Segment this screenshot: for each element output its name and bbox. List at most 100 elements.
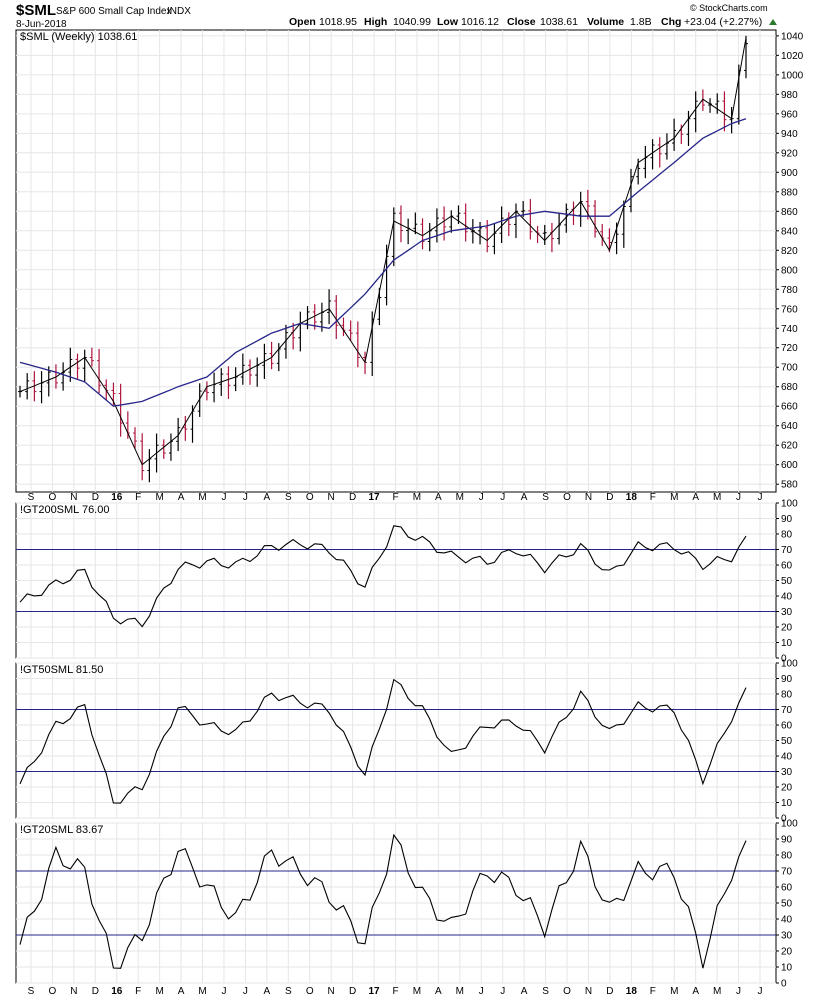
y-tick-label: 1040 [781,31,804,42]
x-tick-label: J [221,986,226,997]
x-tick-label: M [198,492,206,503]
close-label: Close [507,16,536,28]
y-tick-label: 80 [781,530,793,541]
y-tick-label: 700 [781,363,798,374]
y-tick-label: 30 [781,931,793,942]
x-tick-label: D [606,986,613,997]
panel-1: 580 600 620 640 660 680 700 720 740 760 780 800 820 8… [15,29,804,493]
x-tick-label: J [736,492,741,503]
y-tick-label: 60 [781,883,793,894]
high-label: High [364,16,387,28]
x-tick-label: O [563,986,571,997]
y-tick-label: 50 [781,576,793,587]
x-tick-label: A [692,986,699,997]
chart-symbol: $SML [16,2,56,19]
x-tick-label: J [479,986,484,997]
y-tick-label: 10 [781,963,793,974]
y-tick-label: 50 [781,736,793,747]
x-tick-label: N [328,492,335,503]
x-tick-label: M [713,986,721,997]
x-tick-label: N [70,986,77,997]
panel-title: $SML (Weekly) 1038.61 [20,31,137,43]
x-tick-label: J [500,986,505,997]
y-tick-label: 620 [781,441,798,452]
x-tick-label: D [92,986,99,997]
y-tick-label: 50 [781,899,793,910]
x-tick-label: A [521,986,528,997]
x-tick-label: M [713,492,721,503]
x-tick-label: D [349,492,356,503]
y-tick-label: 40 [781,752,793,763]
chart-exchange: INDX [167,6,191,17]
indicator-line [19,678,747,804]
x-tick-label: F [135,986,141,997]
y-tick-label: 920 [781,148,798,159]
x-tick-label: J [758,492,763,503]
y-tick-label: 20 [781,783,793,794]
x-tick-label: F [135,492,141,503]
x-tick-label: M [198,986,206,997]
low-label: Low [437,16,459,28]
x-tick-label: A [692,492,699,503]
x-tick-label: O [306,492,314,503]
x-tick-label: M [456,492,464,503]
y-tick-label: 760 [781,304,798,315]
open-value: 1018.95 [319,16,357,28]
panel-title: !GT200SML 76.00 [20,504,109,516]
x-tick-label: O [306,986,314,997]
x-tick-label: M [155,492,163,503]
x-tick-label: 16 [111,986,123,997]
y-tick-label: 80 [781,690,793,701]
chg-label: Chg [661,16,681,28]
ohlc-bars [18,35,748,483]
x-tick-label: D [92,492,99,503]
x-tick-label: M [670,492,678,503]
x-tick-label: F [392,492,398,503]
y-tick-label: 10 [781,638,793,649]
x-tick-label: D [606,492,613,503]
y-tick-label: 90 [781,835,793,846]
y-tick-label: 980 [781,90,798,101]
x-tick-label: 18 [626,986,638,997]
y-tick-label: 720 [781,343,798,354]
x-tick-label: S [28,492,35,503]
y-tick-label: 30 [781,607,793,618]
x-tick-label: 17 [368,986,380,997]
y-tick-label: 90 [781,514,793,525]
y-tick-label: 820 [781,246,798,257]
x-tick-label: M [670,986,678,997]
panel-title: !GT20SML 83.67 [20,824,103,836]
y-tick-label: 880 [781,187,798,198]
x-tick-label: M [456,986,464,997]
y-tick-label: 70 [781,705,793,716]
high-value: 1040.99 [393,16,431,28]
low-value: 1016.12 [461,16,499,28]
y-tick-label: 40 [781,592,793,603]
x-tick-label: O [49,986,57,997]
x-tick-label: J [500,492,505,503]
x-tick-label: J [736,986,741,997]
y-tick-label: 1000 [781,70,804,81]
x-tick-label: S [285,986,292,997]
x-tick-label: N [585,986,592,997]
y-tick-label: 100 [781,819,798,830]
y-tick-label: 800 [781,265,798,276]
y-tick-label: 90 [781,674,793,685]
y-tick-label: 600 [781,460,798,471]
y-tick-label: 20 [781,623,793,634]
x-tick-label: A [264,492,271,503]
x-tick-label: S [542,492,549,503]
x-tick-label: S [285,492,292,503]
x-tick-label: A [264,986,271,997]
x-tick-label: A [521,492,528,503]
y-tick-label: 40 [781,915,793,926]
y-tick-label: 1020 [781,51,804,62]
moving-average-line [19,118,747,407]
x-tick-label: O [563,492,571,503]
x-tick-label: J [243,492,248,503]
y-tick-label: 580 [781,480,798,491]
y-tick-label: 10 [781,798,793,809]
y-tick-label: 100 [781,659,798,670]
open-label: Open [289,16,316,28]
